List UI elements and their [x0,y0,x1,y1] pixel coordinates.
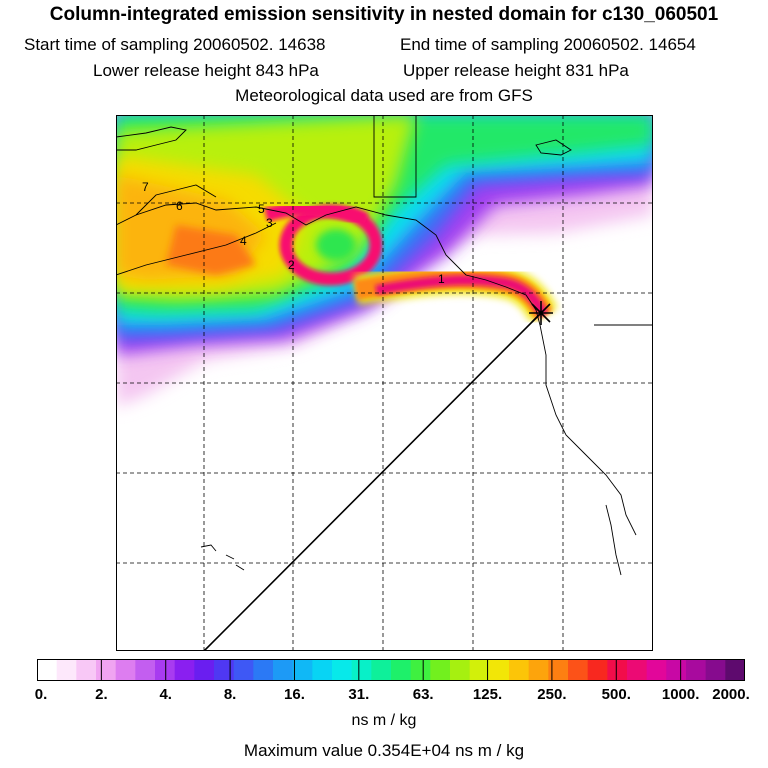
colorbar-swatch [450,659,471,681]
colorbar-swatch [135,659,156,681]
colorbar-swatch [646,659,667,681]
colorbar-tick-label: 0. [34,686,48,703]
graticule [116,115,653,651]
contour-label: 7 [142,180,149,194]
colorbar-swatch [391,659,412,681]
colorbar-tick-label: 4. [159,686,172,703]
colorbar-swatch [528,659,549,681]
colorbar [37,659,745,681]
colorbar-swatch [37,659,58,681]
colorbar-swatch [410,659,431,681]
contour-label: 6 [176,199,183,213]
map-frame [116,115,653,651]
colorbar-swatch [96,659,117,681]
colorbar-swatch [253,659,274,681]
colorbar-tick-label: 500. [601,686,631,703]
contour-label: 1 [438,272,445,286]
colorbar-swatch [568,659,589,681]
colorbar-swatch [627,659,648,681]
colorbar-swatch [56,659,77,681]
sensitivity-field [116,115,653,651]
colorbar-swatch [292,659,313,681]
release-point-marker [529,301,553,325]
colorbar-swatch [666,659,687,681]
colorbar-swatch [509,659,530,681]
colorbar-swatch [548,659,569,681]
sensitivity-map: 7 6 5 3 4 2 1 [116,115,653,651]
coastlines [116,115,653,576]
lower-height-text: Lower release height 843 hPa [93,61,319,80]
upper-height-text: Upper release height 831 hPa [403,61,629,80]
colorbar-swatch [351,659,372,681]
colorbar-swatch [273,659,294,681]
colorbar-tick-label: 8. [223,686,237,703]
contour-label: 3 [266,216,273,230]
colorbar-swatch [214,659,235,681]
start-time-text: Start time of sampling 20060502. 14638 [24,35,326,54]
colorbar-swatch [312,659,333,681]
colorbar-tick-label: 63. [412,686,434,703]
colorbar-swatch [115,659,136,681]
colorbar-swatch [469,659,490,681]
colorbar-units: ns m / kg [351,712,417,729]
colorbar-swatch [587,659,608,681]
colorbar-swatch [686,659,707,681]
colorbar-tick-label: 250. [537,686,567,703]
colorbar-swatch [174,659,195,681]
trajectory-line [203,312,542,651]
colorbar-swatch [233,659,254,681]
colorbar-tick-label: 2000. [712,686,750,703]
end-time-text: End time of sampling 20060502. 14654 [400,35,696,54]
contour-label: 5 [258,202,265,216]
colorbar-swatch [155,659,176,681]
colorbar-swatch [489,659,510,681]
colorbar-swatch [430,659,451,681]
colorbar-tick-label: 16. [284,686,305,703]
colorbar-swatch [194,659,215,681]
colorbar-tick-label: 125. [472,686,503,703]
plot-title: Column-integrated emission sensitivity i… [49,4,719,25]
colorbar-swatch [76,659,97,681]
colorbar-swatch [371,659,392,681]
met-data-text: Meteorological data used are from GFS [235,86,533,105]
colorbar-swatch [725,659,745,681]
contour-label: 4 [240,234,247,248]
colorbar-swatch [332,659,353,681]
colorbar-swatch [705,659,726,681]
colorbar-swatch [607,659,628,681]
colorbar-tick-label: 31. [348,686,370,703]
contour-label: 2 [288,258,295,272]
colorbar-frame [37,659,745,681]
colorbar-tick-label: 1000. [661,686,700,703]
colorbar-tick-label: 2. [95,686,108,703]
maximum-value-text: Maximum value 0.354E+04 ns m / kg [243,741,525,760]
